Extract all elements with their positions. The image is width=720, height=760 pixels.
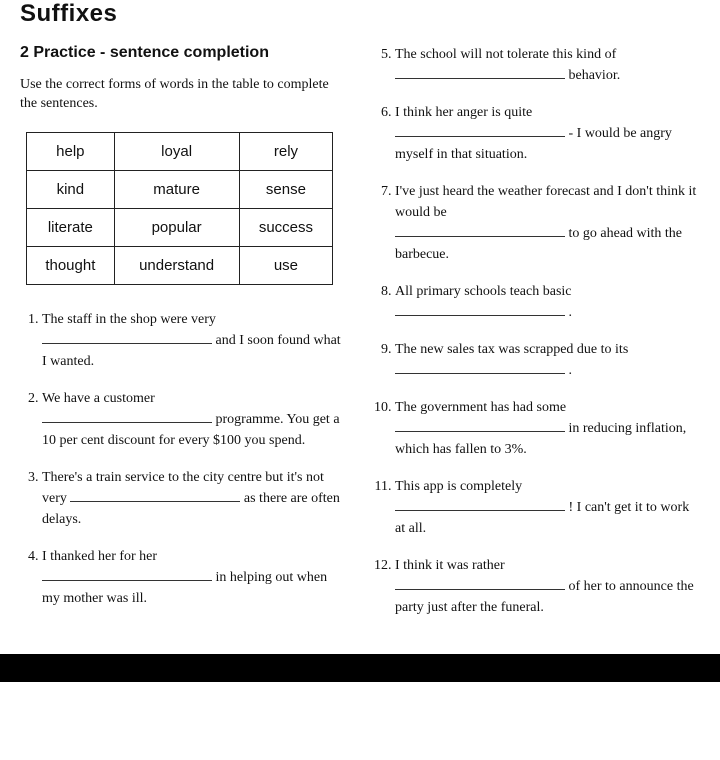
- footer-bar: [0, 654, 720, 682]
- sentence-text: We have a customer: [42, 391, 155, 406]
- table-cell: rely: [239, 132, 333, 170]
- sentence-text: I thanked her for her: [42, 549, 157, 564]
- list-item: I've just heard the weather forecast and…: [395, 181, 700, 265]
- blank-field[interactable]: [70, 488, 240, 502]
- table-cell: literate: [27, 208, 115, 246]
- table-cell: thought: [27, 246, 115, 284]
- sentence-text: This app is completely: [395, 479, 522, 494]
- table-row: help loyal rely: [27, 132, 333, 170]
- blank-field[interactable]: [395, 223, 565, 237]
- left-column: 2 Practice - sentence completion Use the…: [20, 44, 347, 634]
- blank-field[interactable]: [395, 497, 565, 511]
- list-item: The staff in the shop were very and I so…: [42, 309, 347, 372]
- blank-field[interactable]: [395, 123, 565, 137]
- sentence-text: The school will not tolerate this kind o…: [395, 47, 616, 62]
- table-row: literate popular success: [27, 208, 333, 246]
- sentence-text: I think it was rather: [395, 558, 505, 573]
- list-item: This app is completely ! I can't get it …: [395, 476, 700, 539]
- sentence-text: The new sales tax was scrapped due to it…: [395, 342, 628, 357]
- table-row: thought understand use: [27, 246, 333, 284]
- table-cell: success: [239, 208, 333, 246]
- sentence-text: The government has had some: [395, 400, 566, 415]
- section-heading: 2 Practice - sentence completion: [20, 44, 347, 62]
- blank-field[interactable]: [42, 409, 212, 423]
- blank-field[interactable]: [395, 302, 565, 316]
- sentence-text: .: [569, 305, 573, 320]
- table-cell: use: [239, 246, 333, 284]
- sentence-text: I think her anger is quite: [395, 105, 532, 120]
- word-table: help loyal rely kind mature sense litera…: [26, 132, 333, 285]
- sentence-text: All primary schools teach basic: [395, 284, 572, 299]
- blank-field[interactable]: [42, 567, 212, 581]
- table-cell: mature: [114, 170, 239, 208]
- intro-text: Use the correct forms of words in the ta…: [20, 76, 347, 114]
- list-item: We have a customer programme. You get a …: [42, 388, 347, 451]
- right-column: The school will not tolerate this kind o…: [373, 44, 700, 634]
- blank-field[interactable]: [395, 65, 565, 79]
- sentence-text: behavior.: [569, 68, 621, 83]
- list-item: I think it was rather of her to announce…: [395, 555, 700, 618]
- table-cell: understand: [114, 246, 239, 284]
- table-cell: help: [27, 132, 115, 170]
- blank-field[interactable]: [395, 576, 565, 590]
- page-title: Suffixes: [20, 0, 700, 28]
- list-item: The government has had some in reducing …: [395, 397, 700, 460]
- sentence-list-left: The staff in the shop were very and I so…: [20, 309, 347, 609]
- list-item: There's a train service to the city cent…: [42, 467, 347, 530]
- blank-field[interactable]: [395, 360, 565, 374]
- table-cell: popular: [114, 208, 239, 246]
- list-item: All primary schools teach basic .: [395, 281, 700, 323]
- table-row: kind mature sense: [27, 170, 333, 208]
- table-cell: kind: [27, 170, 115, 208]
- table-cell: sense: [239, 170, 333, 208]
- list-item: I think her anger is quite - I would be …: [395, 102, 700, 165]
- sentence-text: .: [569, 363, 573, 378]
- sentence-list-right: The school will not tolerate this kind o…: [373, 44, 700, 618]
- list-item: The new sales tax was scrapped due to it…: [395, 339, 700, 381]
- sentence-text: I've just heard the weather forecast and…: [395, 184, 696, 220]
- blank-field[interactable]: [42, 330, 212, 344]
- sentence-text: The staff in the shop were very: [42, 312, 216, 327]
- blank-field[interactable]: [395, 418, 565, 432]
- list-item: I thanked her for her in helping out whe…: [42, 546, 347, 609]
- table-cell: loyal: [114, 132, 239, 170]
- list-item: The school will not tolerate this kind o…: [395, 44, 700, 86]
